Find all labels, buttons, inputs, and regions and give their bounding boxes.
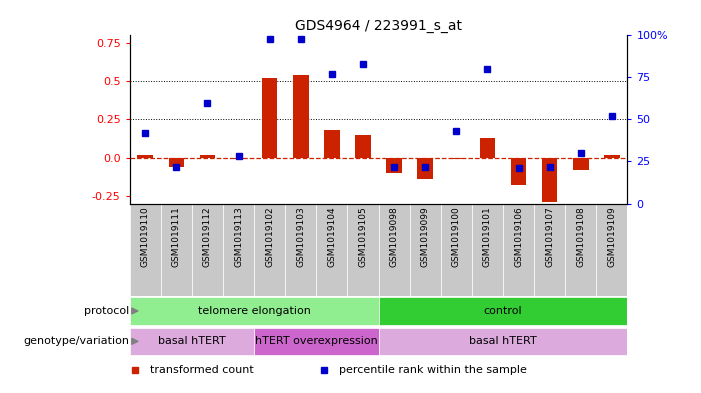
Bar	[449, 158, 464, 159]
Bar	[316, 204, 348, 296]
Bar	[565, 204, 597, 296]
Bar	[573, 158, 589, 170]
Bar	[379, 204, 409, 296]
Bar	[417, 158, 433, 179]
Text: protocol: protocol	[84, 306, 129, 316]
Text: GSM1019106: GSM1019106	[514, 206, 523, 267]
Bar	[223, 204, 254, 296]
Text: telomere elongation: telomere elongation	[198, 306, 311, 316]
Bar	[479, 138, 495, 158]
Text: GSM1019100: GSM1019100	[452, 206, 461, 267]
Bar	[386, 158, 402, 173]
Text: GSM1019108: GSM1019108	[576, 206, 585, 267]
Bar	[137, 154, 153, 158]
Bar	[200, 154, 215, 158]
Text: GSM1019101: GSM1019101	[483, 206, 492, 267]
Bar	[379, 328, 627, 355]
Bar	[604, 154, 620, 158]
Bar	[324, 130, 340, 158]
Text: GSM1019110: GSM1019110	[141, 206, 150, 267]
Bar	[254, 204, 285, 296]
Text: GDS4964 / 223991_s_at: GDS4964 / 223991_s_at	[295, 19, 462, 33]
Bar	[441, 204, 472, 296]
Bar	[409, 204, 441, 296]
Text: GSM1019113: GSM1019113	[234, 206, 243, 267]
Text: GSM1019109: GSM1019109	[607, 206, 616, 267]
Bar	[511, 158, 526, 185]
Text: GSM1019111: GSM1019111	[172, 206, 181, 267]
Text: GSM1019112: GSM1019112	[203, 206, 212, 267]
Text: GSM1019102: GSM1019102	[265, 206, 274, 267]
Text: genotype/variation: genotype/variation	[23, 336, 129, 346]
Bar	[161, 204, 192, 296]
Text: basal hTERT: basal hTERT	[158, 336, 226, 346]
Text: basal hTERT: basal hTERT	[469, 336, 537, 346]
Bar	[168, 158, 184, 167]
Bar	[130, 328, 254, 355]
Text: GSM1019098: GSM1019098	[390, 206, 399, 267]
Bar	[293, 75, 308, 158]
Text: control: control	[484, 306, 522, 316]
Text: GSM1019105: GSM1019105	[358, 206, 367, 267]
Bar	[192, 204, 223, 296]
Bar	[534, 204, 565, 296]
Text: percentile rank within the sample: percentile rank within the sample	[339, 365, 526, 375]
Text: hTERT overexpression: hTERT overexpression	[255, 336, 378, 346]
Bar	[231, 158, 246, 159]
Bar	[130, 204, 161, 296]
Text: GSM1019107: GSM1019107	[545, 206, 554, 267]
Bar	[379, 297, 627, 325]
Bar	[503, 204, 534, 296]
Bar	[355, 135, 371, 158]
Text: GSM1019103: GSM1019103	[297, 206, 305, 267]
Bar	[348, 204, 379, 296]
Bar	[542, 158, 557, 202]
Bar	[262, 78, 278, 158]
Bar	[285, 204, 316, 296]
Bar	[254, 328, 379, 355]
Bar	[472, 204, 503, 296]
Bar	[130, 297, 379, 325]
Text: GSM1019104: GSM1019104	[327, 206, 336, 267]
Text: transformed count: transformed count	[149, 365, 253, 375]
Bar	[597, 204, 627, 296]
Text: GSM1019099: GSM1019099	[421, 206, 430, 267]
